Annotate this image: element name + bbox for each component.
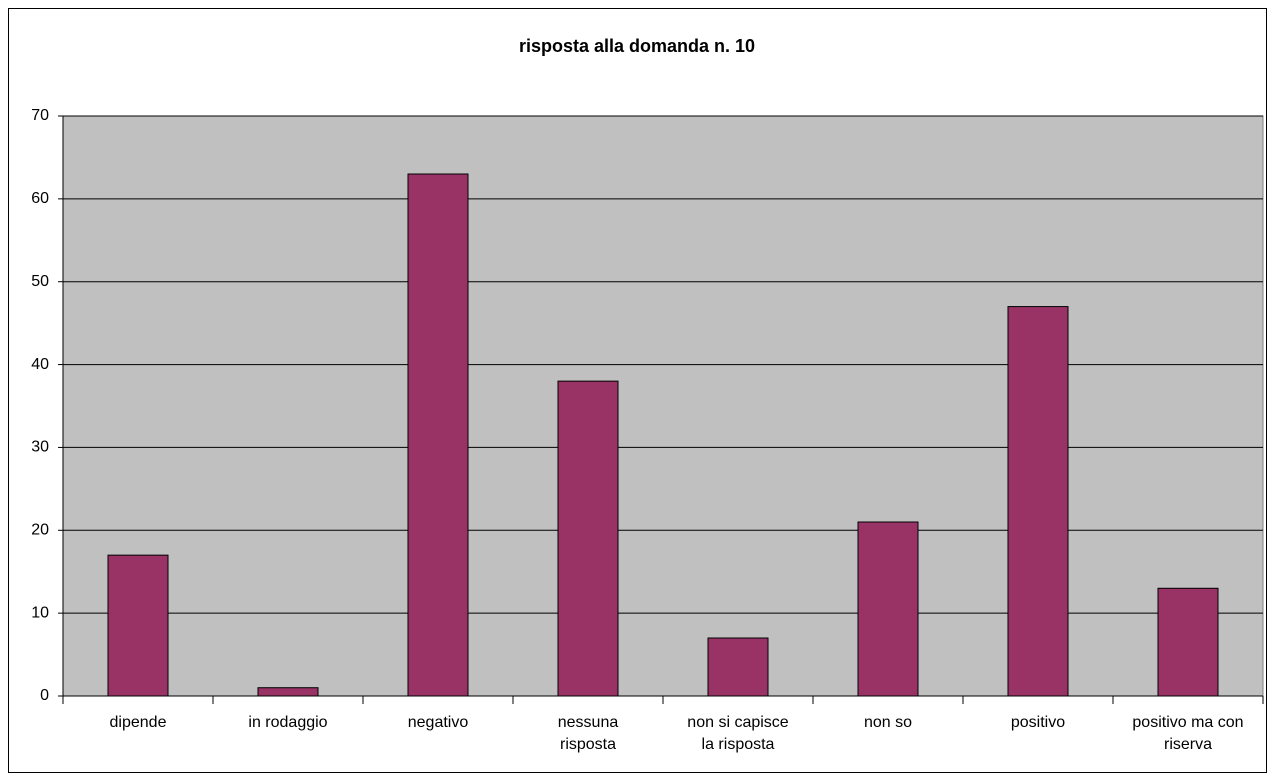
bar [257, 687, 319, 697]
x-tick-label: nessuna risposta [557, 714, 619, 753]
y-tick-label: 40 [31, 356, 49, 373]
bar [107, 554, 169, 697]
x-tick-label-box: positivo [1010, 714, 1066, 731]
bar [1157, 587, 1219, 697]
x-tick-label: non so [863, 714, 913, 731]
x-tick-label-box: nessuna risposta [557, 714, 619, 753]
x-tick-label-box: in rodaggio [248, 714, 328, 731]
bar [857, 521, 919, 697]
bar [557, 380, 619, 697]
y-tick-label: 20 [31, 522, 49, 539]
y-tick-label: 60 [31, 190, 49, 207]
bar [407, 173, 469, 697]
bar [707, 637, 769, 697]
x-tick-label: positivo ma con riserva [1132, 714, 1244, 753]
y-tick-label: 0 [40, 687, 49, 704]
y-tick-label: 10 [31, 604, 49, 621]
x-tick-label: in rodaggio [248, 714, 328, 731]
x-tick-label: negativo [407, 714, 469, 731]
x-tick-label-box: dipende [109, 714, 167, 731]
x-tick-label-box: non si capisce la risposta [687, 714, 789, 753]
y-tick-label: 70 [31, 107, 49, 124]
y-tick-label: 30 [31, 439, 49, 456]
x-tick-label-box: positivo ma con riserva [1132, 714, 1244, 753]
x-tick-label-box: non so [863, 714, 913, 731]
x-tick-label: dipende [109, 714, 167, 731]
x-tick-label-box: negativo [407, 714, 469, 731]
x-tick-label: positivo [1010, 714, 1066, 731]
chart-title: risposta alla domanda n. 10 [519, 36, 755, 56]
x-tick-label: non si capisce la risposta [687, 714, 789, 753]
y-tick-label: 50 [31, 273, 49, 290]
plot-area [62, 115, 1264, 697]
bar [1007, 306, 1069, 697]
